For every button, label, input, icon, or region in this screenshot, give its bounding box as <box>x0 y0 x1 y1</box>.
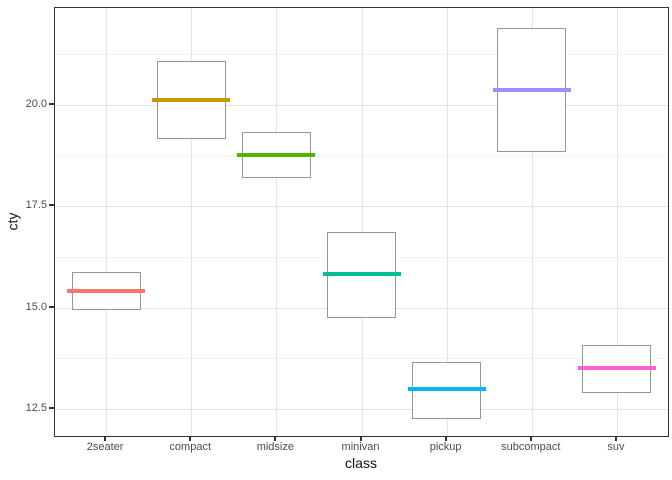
y-tick-label: 20.0 <box>25 97 47 110</box>
x-tick-label: suv <box>607 441 625 453</box>
y-tick-mark <box>49 102 54 105</box>
x-tick-mark <box>444 436 447 441</box>
y-axis-title: cty <box>4 212 21 231</box>
x-tick-mark <box>274 436 277 441</box>
gridline-x-major <box>446 8 448 436</box>
y-tick-label: 17.5 <box>25 199 47 212</box>
mean-line-midsize <box>237 153 316 158</box>
mean-line-compact <box>152 97 231 102</box>
gridline-x-major <box>106 8 108 436</box>
x-tick-label: 2seater <box>86 441 124 453</box>
mean-line-pickup <box>407 386 486 391</box>
y-tick-label: 12.5 <box>25 401 47 414</box>
gridline-x-major <box>531 8 533 436</box>
plot-panel <box>54 7 669 437</box>
mean-line-minivan <box>322 272 401 277</box>
y-tick-mark <box>49 204 54 207</box>
x-tick-mark <box>104 436 107 441</box>
x-tick-label: midsize <box>256 441 294 453</box>
gridline-x-major <box>191 8 193 436</box>
x-tick-label: compact <box>169 441 211 453</box>
y-tick-label: 15.0 <box>25 300 47 313</box>
x-tick-label: subcompact <box>501 441 561 453</box>
x-tick-label: minivan <box>341 441 380 453</box>
gridline-x-major <box>616 8 618 436</box>
y-tick-mark <box>49 305 54 308</box>
x-tick-label: pickup <box>429 441 462 453</box>
x-axis-title: class <box>345 455 377 471</box>
gridline-x-major <box>361 8 363 436</box>
y-tick-mark <box>49 406 54 409</box>
x-tick-mark <box>614 436 617 441</box>
x-tick-mark <box>189 436 192 441</box>
x-tick-mark <box>529 436 532 441</box>
x-tick-mark <box>359 436 362 441</box>
mean-line-suv <box>577 366 656 371</box>
mean-line-2seater <box>67 289 146 294</box>
gridline-x-major <box>276 8 278 436</box>
mean-line-subcompact <box>492 87 571 92</box>
